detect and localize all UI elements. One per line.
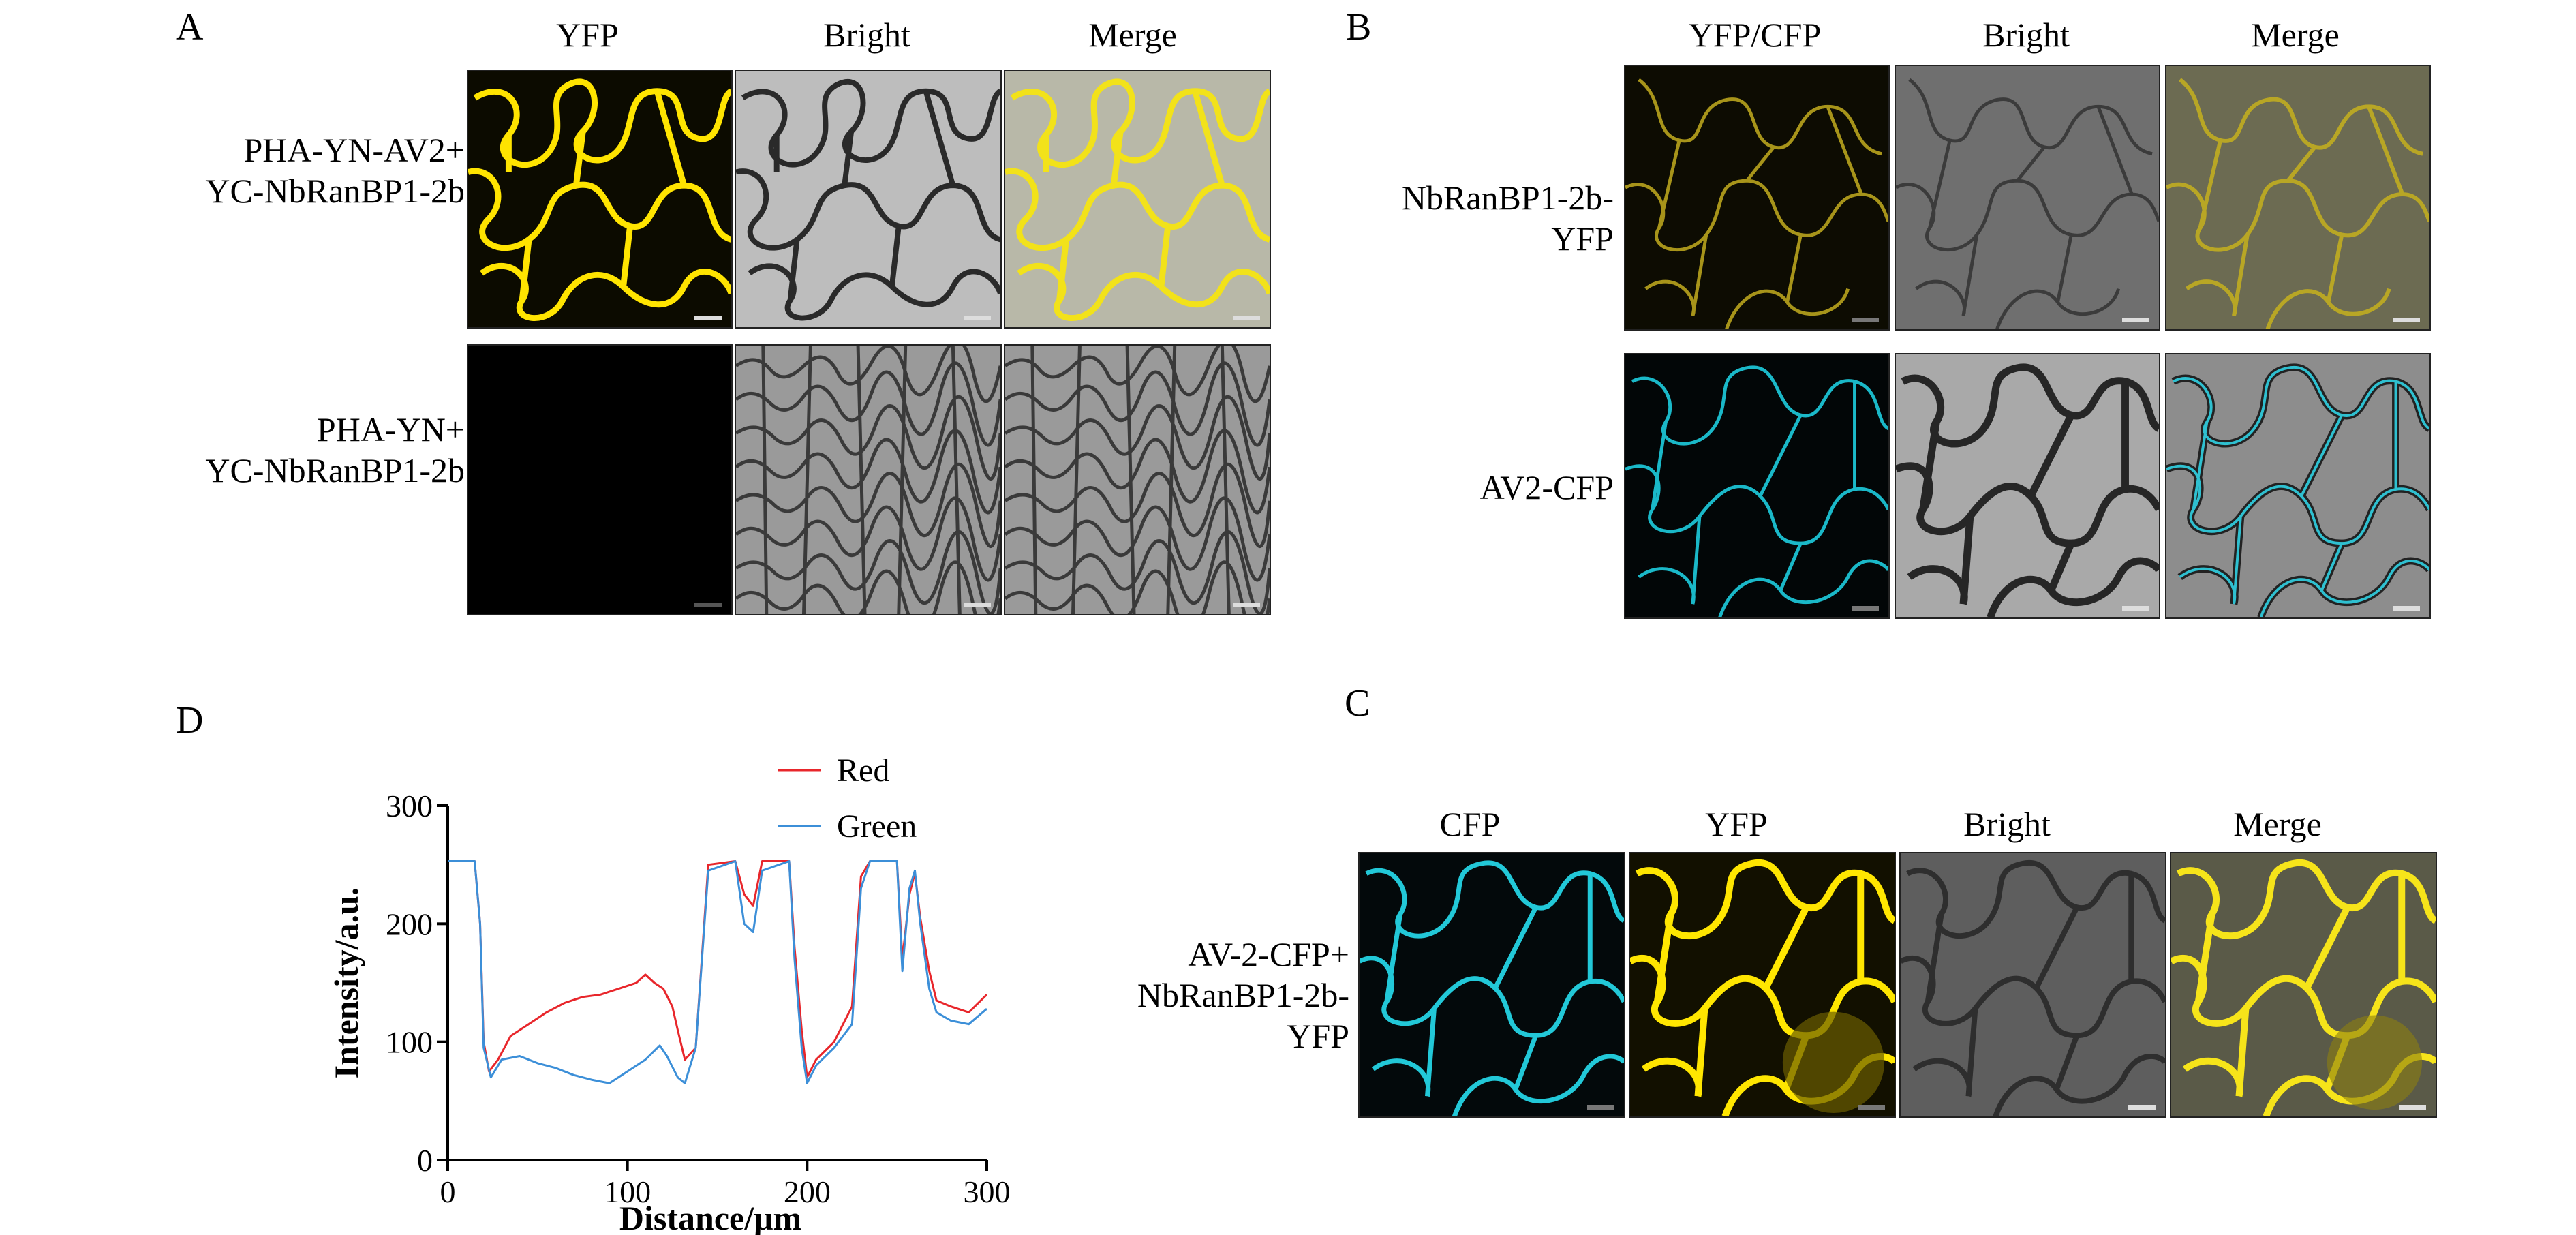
panel-c-row-label-line1: AV-2-CFP+ (1188, 935, 1349, 973)
panel-c-row-label-line3: YFP (1287, 1017, 1349, 1055)
y-tick-label: 200 (386, 906, 433, 941)
panel-c-col-bright: Bright (1963, 805, 2051, 843)
series-line-green (448, 860, 987, 1084)
x-tick-label: 0 (440, 1174, 456, 1209)
x-tick-label: 300 (964, 1174, 1011, 1209)
panel-a-row1-label-line1: PHA-YN-AV2+ (243, 131, 465, 169)
panel-a-row1-label: PHA-YN-AV2+ YC-NbRanBP1-2b (205, 129, 465, 211)
panel-b-col-yfp-cfp: YFP/CFP (1688, 16, 1822, 54)
x-axis-label: Distance/μm (619, 1199, 801, 1235)
series-line-red (448, 860, 988, 1079)
panel-c-row-label-line2: NbRanBP1-2b- (1137, 976, 1349, 1014)
panel-a-merge-image-2 (1004, 344, 1271, 615)
y-tick-label: 300 (386, 789, 433, 823)
panel-a-yfp-image-2 (467, 344, 733, 615)
panel-a-col-yfp: YFP (556, 16, 619, 54)
panel-b-row1-label-line2: YFP (1551, 219, 1614, 258)
legend-label-green: Green (837, 808, 917, 844)
panel-b-col-merge: Merge (2251, 16, 2340, 54)
panel-a-row2-label: PHA-YN+ YC-NbRanBP1-2b (205, 409, 465, 491)
panel-a-merge-image-1 (1004, 70, 1271, 329)
panel-b-row1-label-line1: NbRanBP1-2b- (1401, 179, 1614, 217)
panel-b-row2-label: AV2-CFP (1480, 467, 1614, 508)
panel-a-col-bright: Bright (823, 16, 910, 54)
panel-a-bright-image-2 (735, 344, 1002, 615)
panel-c-merge-image (2170, 852, 2437, 1118)
panel-c-bright-image (1899, 852, 2166, 1118)
panel-b-row1-label: NbRanBP1-2b- YFP (1402, 177, 1614, 259)
x-tick-label: 100 (604, 1174, 651, 1209)
panel-a-row2-label-line2: YC-NbRanBP1-2b (205, 451, 465, 489)
panel-a-row2-label-line1: PHA-YN+ (316, 410, 465, 448)
panel-c-col-yfp: YFP (1705, 805, 1768, 843)
panel-b-row2-label-line1: AV2-CFP (1479, 468, 1614, 506)
panel-b-bright-image-2 (1895, 353, 2160, 619)
panel-c-row-label: AV-2-CFP+ NbRanBP1-2b- YFP (1137, 934, 1349, 1056)
panel-a-letter: A (176, 6, 204, 48)
panel-b-cfp-image (1624, 353, 1890, 619)
panel-b-col-bright: Bright (1982, 16, 2070, 54)
panel-a-col-merge: Merge (1088, 16, 1177, 54)
panel-b-merge-image-2 (2165, 353, 2431, 619)
panel-c-col-cfp: CFP (1439, 805, 1501, 843)
panel-a-bright-image-1 (735, 70, 1002, 329)
panel-b-yfp-image (1624, 65, 1890, 331)
y-tick-label: 0 (417, 1143, 433, 1178)
y-axis-label: Intensity/a.u. (327, 887, 365, 1079)
panel-c-cfp-image (1358, 852, 1625, 1118)
panel-c-letter: C (1345, 682, 1370, 725)
legend-label-red: Red (837, 752, 889, 789)
panel-a-yfp-image-1 (467, 70, 733, 329)
panel-b-bright-image-1 (1895, 65, 2160, 331)
x-tick-label: 200 (784, 1174, 831, 1209)
panel-c-yfp-image (1629, 852, 1896, 1118)
panel-d-letter: D (176, 699, 204, 742)
panel-b-letter: B (1346, 6, 1372, 48)
panel-b-merge-image-1 (2165, 65, 2431, 331)
panel-c-col-merge: Merge (2233, 805, 2322, 843)
y-tick-label: 100 (386, 1025, 433, 1060)
panel-a-row1-label-line2: YC-NbRanBP1-2b (205, 172, 465, 210)
